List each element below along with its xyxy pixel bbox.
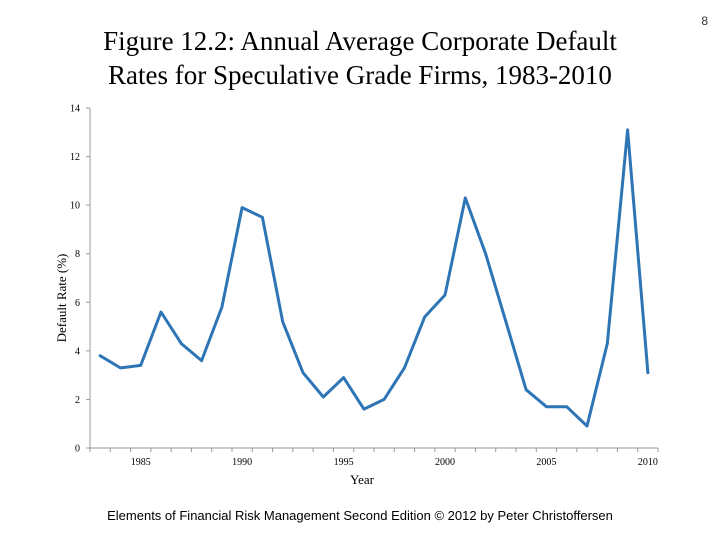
x-tick-label: 1985 [131, 457, 151, 468]
chart-axes [89, 108, 658, 449]
chart-title-line-2: Rates for Speculative Grade Firms, 1983-… [108, 60, 612, 90]
slide-number: 8 [701, 14, 708, 28]
x-axis-ticks: 1985 1990 1995 2000 2005 2010 [89, 448, 659, 468]
y-tick-label: 14 [70, 104, 80, 115]
y-tick-label: 10 [70, 201, 80, 212]
chart-title-line-1: Figure 12.2: Annual Average Corporate De… [103, 26, 617, 56]
y-tick-label: 6 [75, 298, 80, 309]
footer-credit: Elements of Financial Risk Management Se… [107, 508, 613, 523]
y-axis-label: Default Rate (%) [54, 254, 69, 343]
x-tick-label: 2010 [638, 457, 658, 468]
y-tick-label: 0 [75, 444, 80, 455]
chart-title: Figure 12.2: Annual Average Corporate De… [40, 24, 680, 92]
x-tick-label: 2000 [435, 457, 455, 468]
x-tick-label: 1995 [334, 457, 354, 468]
y-tick-label: 2 [75, 395, 80, 406]
y-tick-label: 8 [75, 249, 80, 260]
series-line-0 [98, 128, 650, 428]
x-tick-label: 2005 [536, 457, 556, 468]
x-axis-label: Year [350, 472, 375, 487]
chart-series [98, 128, 650, 428]
y-axis-ticks: 0 2 4 6 8 10 12 14 [70, 104, 90, 455]
x-tick-label: 1990 [232, 457, 252, 468]
y-tick-label: 4 [75, 346, 80, 357]
y-tick-label: 12 [70, 152, 80, 163]
